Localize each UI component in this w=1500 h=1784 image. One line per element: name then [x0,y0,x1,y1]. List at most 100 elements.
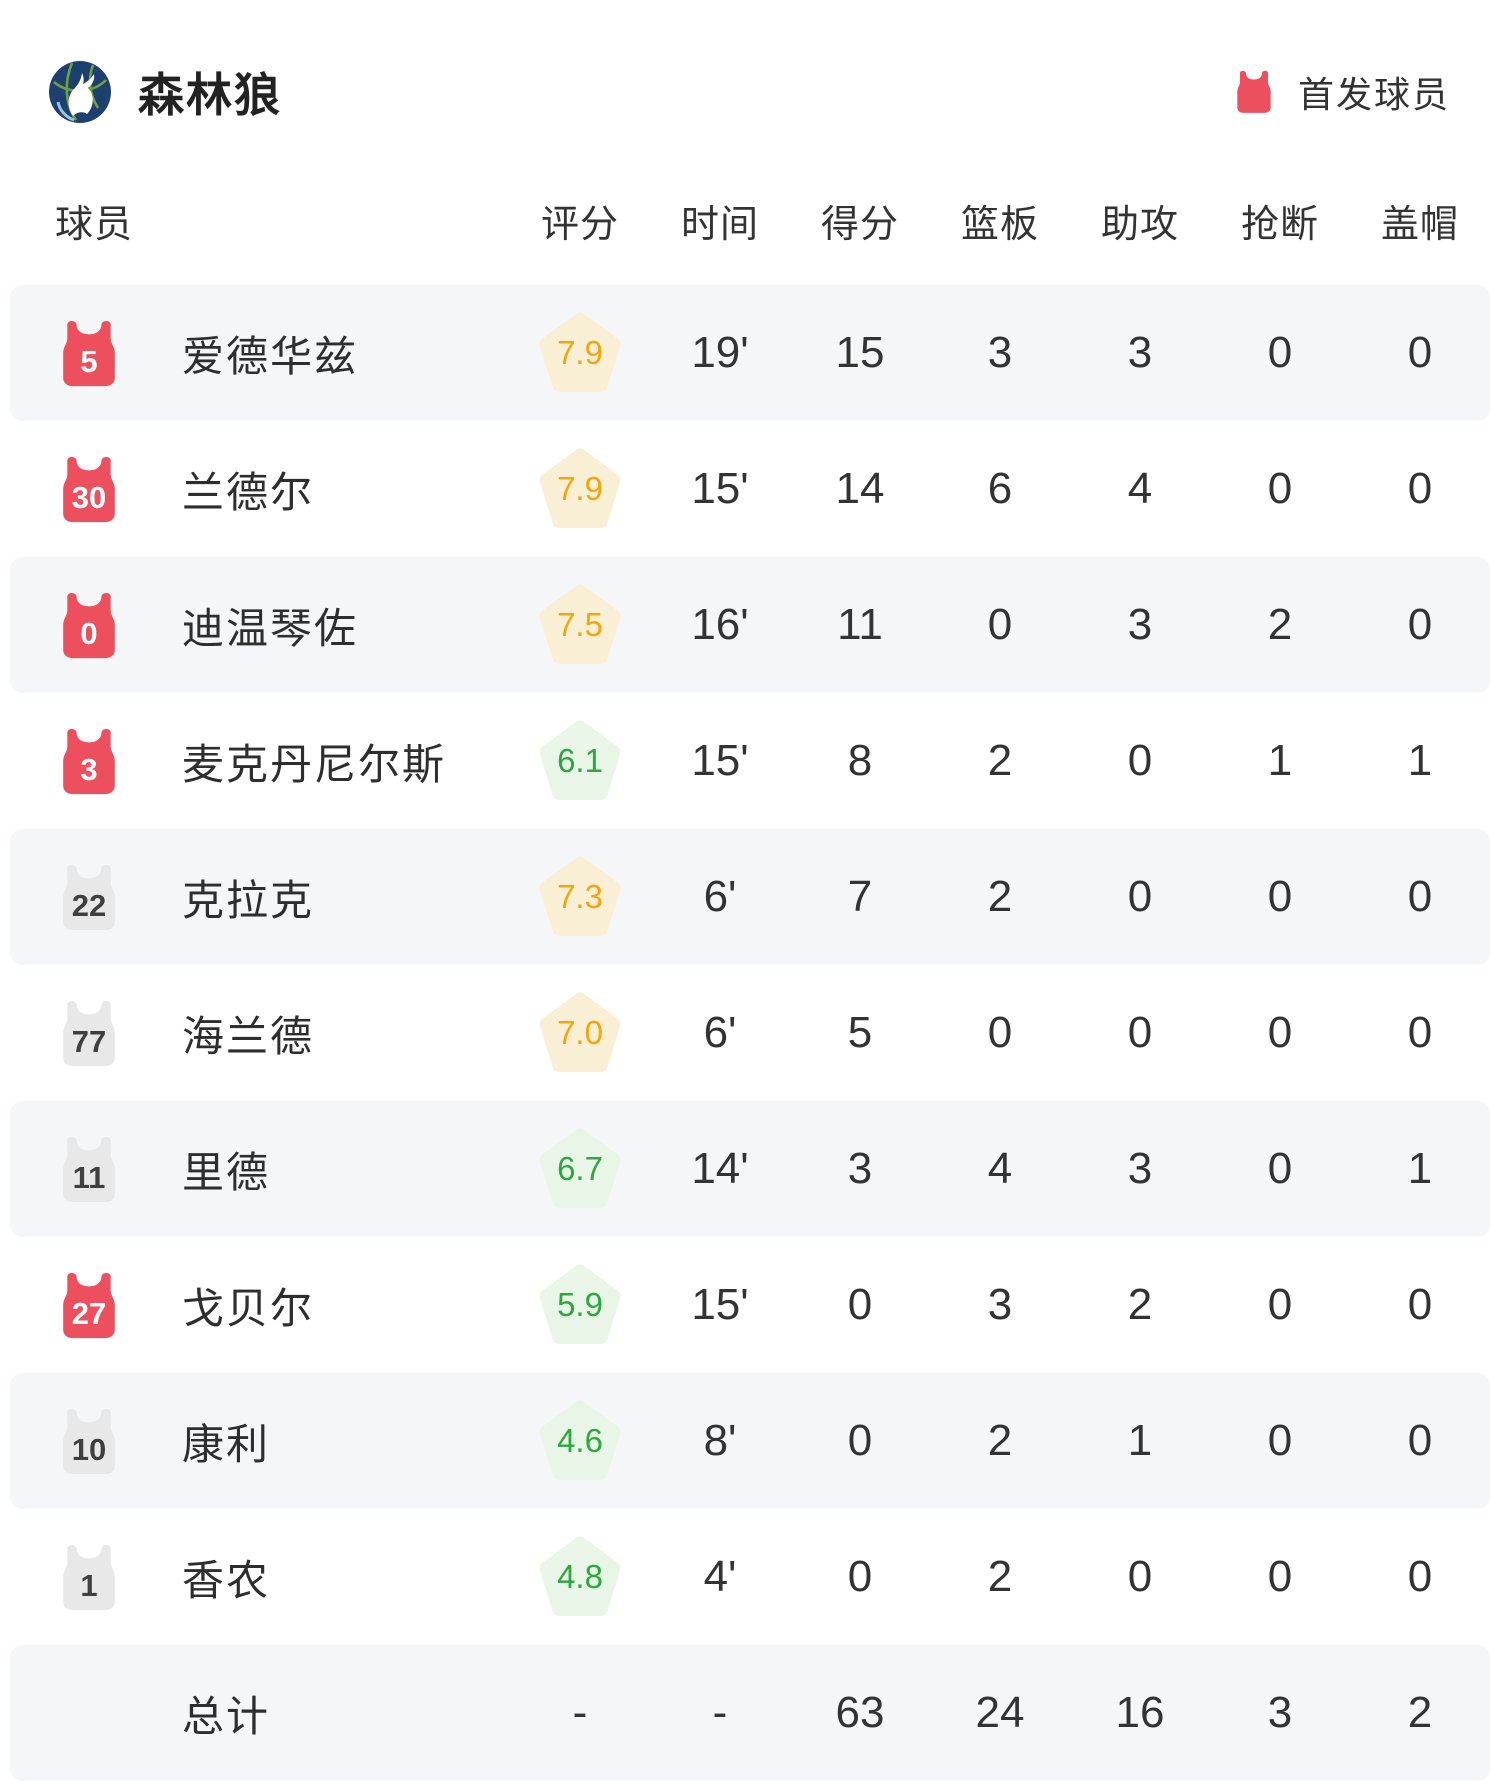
stat-blocks: 1 [1407,1144,1433,1193]
column-rebounds: 篮板 [960,203,1039,246]
stat-blocks: 0 [1407,464,1433,513]
column-steals: 抢断 [1240,203,1319,246]
stat-steals: 1 [1267,736,1293,785]
stat-points: 3 [847,1144,873,1193]
stat-blocks: 0 [1407,872,1433,921]
rating-cell: 7.3 [510,856,650,938]
stat-points: 0 [847,1280,873,1329]
jersey-cell: 77 [10,998,120,1068]
stat-assists: 3 [1127,328,1153,377]
jersey-cell: 11 [10,1134,120,1204]
rating-badge: 7.9 [539,312,621,394]
player-name: 戈贝尔 [182,1284,315,1332]
table-row[interactable]: 5 爱德华兹 7.9 19' 15 3 3 0 0 [10,285,1490,421]
jersey-number: 27 [71,1296,107,1331]
stat-assists: 1 [1127,1416,1153,1465]
jersey-cell: 27 [10,1270,120,1340]
jersey-number: 3 [80,752,98,787]
stat-steals: 0 [1267,464,1293,513]
table-row[interactable]: 30 兰德尔 7.9 15' 14 6 4 0 0 [10,421,1490,557]
rating-badge: 7.3 [539,856,621,938]
table-row[interactable]: 1 香农 4.8 4' 0 2 0 0 0 [10,1509,1490,1645]
jersey-icon: 22 [58,862,120,932]
panel-header: 森林狼 首发球员 [0,0,1500,155]
totals-points: 63 [835,1688,885,1737]
rating-cell: 7.5 [510,584,650,666]
rating-cell: 7.9 [510,312,650,394]
rating-value: 7.3 [557,878,603,915]
jersey-icon: 27 [58,1270,120,1340]
stat-time: 6' [703,872,737,921]
starter-legend: 首发球员 [1234,66,1450,118]
player-name: 香农 [182,1556,271,1604]
stat-time: 6' [703,1008,737,1057]
rating-badge: 6.1 [539,720,621,802]
stat-rebounds: 2 [987,1552,1013,1601]
column-time: 时间 [680,203,759,246]
table-row[interactable]: 11 里德 6.7 14' 3 4 3 0 1 [10,1101,1490,1237]
stat-steals: 0 [1267,328,1293,377]
stat-rebounds: 6 [987,464,1013,513]
stat-blocks: 0 [1407,1552,1433,1601]
table-row[interactable]: 22 克拉克 7.3 6' 7 2 0 0 0 [10,829,1490,965]
players-table: 5 爱德华兹 7.9 19' 15 3 3 0 0 30 兰德尔 [0,285,1500,1645]
stat-rebounds: 0 [987,600,1013,649]
stat-assists: 2 [1127,1280,1153,1329]
jersey-number: 1 [80,1568,98,1603]
table-row[interactable]: 10 康利 4.6 8' 0 2 1 0 0 [10,1373,1490,1509]
stat-blocks: 1 [1407,736,1433,785]
starter-legend-label: 首发球员 [1297,73,1450,115]
column-assists: 助攻 [1100,203,1179,246]
table-row[interactable]: 3 麦克丹尼尔斯 6.1 15' 8 2 0 1 1 [10,693,1490,829]
player-name: 里德 [182,1148,271,1196]
stat-rebounds: 4 [987,1144,1013,1193]
jersey-number: 22 [71,888,107,923]
jersey-icon: 11 [58,1134,120,1204]
rating-value: 6.7 [557,1150,603,1187]
stat-assists: 0 [1127,736,1153,785]
jersey-number: 10 [71,1432,107,1467]
rating-badge: 4.6 [539,1400,621,1482]
jersey-cell: 5 [10,318,120,388]
totals-assists: 16 [1115,1688,1165,1737]
rating-cell: 7.9 [510,448,650,530]
jersey-cell: 3 [10,726,120,796]
stat-assists: 3 [1127,600,1153,649]
column-rating: 评分 [540,203,619,246]
player-name: 爱德华兹 [182,332,359,380]
rating-cell: 6.1 [510,720,650,802]
stat-steals: 0 [1267,1008,1293,1057]
jersey-cell: 22 [10,862,120,932]
stat-time: 4' [703,1552,737,1601]
rating-value: 5.9 [557,1286,603,1323]
jersey-icon: 30 [58,454,120,524]
stat-time: 15' [691,1280,749,1329]
table-row[interactable]: 0 迪温琴佐 7.5 16' 11 0 3 2 0 [10,557,1490,693]
rating-badge: 6.7 [539,1128,621,1210]
stat-assists: 0 [1127,872,1153,921]
column-player: 球员 [55,203,134,246]
starter-jersey-icon [1234,70,1274,113]
player-name: 克拉克 [182,876,315,924]
table-row[interactable]: 27 戈贝尔 5.9 15' 0 3 2 0 0 [10,1237,1490,1373]
totals-label: 总计 [182,1692,271,1740]
stat-time: 15' [691,464,749,513]
team-name: 森林狼 [138,68,282,121]
rating-badge: 7.5 [539,584,621,666]
jersey-cell: 30 [10,454,120,524]
stat-points: 15 [835,328,885,377]
stat-time: 15' [691,736,749,785]
column-points: 得分 [820,203,899,246]
jersey-icon: 5 [58,318,120,388]
team-header: 森林狼 [48,59,282,125]
stat-blocks: 0 [1407,1008,1433,1057]
rating-cell: 7.0 [510,992,650,1074]
table-row[interactable]: 77 海兰德 7.0 6' 5 0 0 0 0 [10,965,1490,1101]
totals-steals: 3 [1267,1688,1293,1737]
jersey-number: 30 [71,480,107,515]
player-name: 迪温琴佐 [182,604,359,652]
player-name: 麦克丹尼尔斯 [182,740,447,788]
jersey-cell: 1 [10,1542,120,1612]
stat-time: 19' [691,328,749,377]
stat-time: 16' [691,600,749,649]
